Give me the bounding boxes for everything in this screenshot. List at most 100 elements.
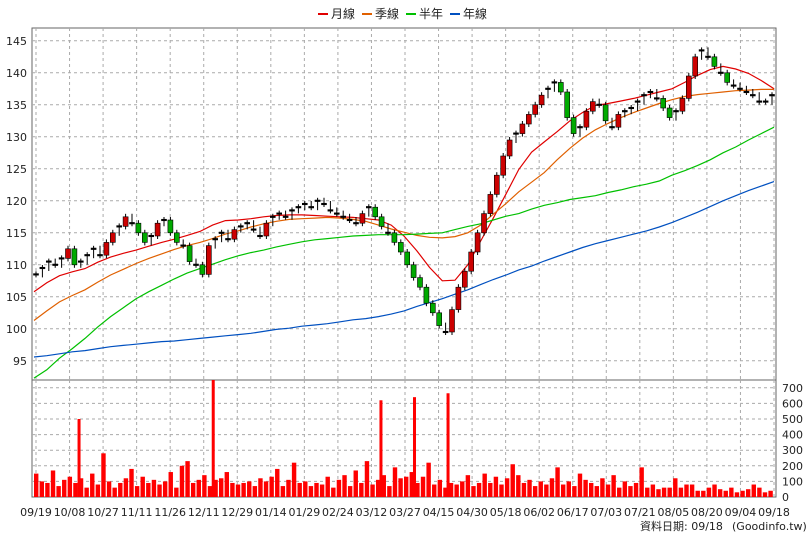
candlestick: [525, 111, 532, 127]
volume-bar: [729, 487, 734, 497]
candle-body: [474, 232, 481, 253]
volume-panel: 0 100 200 300 400 500 600 700: [31, 379, 803, 504]
candlestick: [596, 98, 603, 108]
volume-bar: [549, 478, 555, 497]
x-tick-label: 03/27: [389, 506, 421, 519]
volume-bar: [314, 482, 319, 497]
candlestick: [186, 242, 193, 265]
candle-body: [186, 245, 193, 262]
volume-bar: [673, 478, 678, 497]
candlestick: [493, 172, 500, 198]
candle-body: [372, 206, 379, 218]
volume-bar: [504, 478, 510, 497]
candle-body: [391, 232, 398, 243]
candlestick: [519, 121, 526, 137]
candlestick: [513, 130, 519, 143]
volume-bar: [123, 478, 129, 497]
candle-body: [314, 199, 321, 202]
candle-body: [52, 263, 59, 266]
candlestick: [577, 124, 583, 137]
y-tick-label: 140: [6, 67, 27, 80]
candle-body: [193, 263, 199, 266]
candle-body: [397, 242, 404, 253]
volume-bar: [364, 461, 370, 497]
volume-bar: [768, 490, 773, 497]
legend-label: 季線: [375, 6, 399, 21]
volume-bar: [62, 479, 67, 497]
candle-body: [545, 87, 551, 90]
volume-tick-label: 700: [782, 382, 803, 395]
candle-body: [71, 248, 78, 266]
volume-bar: [577, 473, 583, 497]
candle-body: [538, 94, 545, 106]
volume-bar: [78, 478, 84, 497]
candle-body: [174, 232, 180, 243]
candle-body: [481, 213, 487, 234]
candlestick: [442, 322, 449, 335]
candlestick: [90, 245, 97, 259]
volume-bar: [527, 479, 532, 497]
volume-bar: [723, 490, 728, 497]
candle-body: [615, 114, 622, 128]
y-tick-label: 135: [6, 99, 27, 112]
candle-body: [493, 174, 500, 195]
volume-bar: [745, 489, 751, 497]
legend: 月線 季線 半年 年線: [318, 6, 487, 21]
candle-body: [705, 55, 711, 58]
volume-bar: [151, 479, 157, 497]
candle-body: [692, 56, 699, 77]
candlestick: [551, 79, 558, 92]
candle-body: [468, 251, 475, 272]
candle-body: [737, 87, 743, 90]
candle-body: [154, 222, 161, 237]
volume-bar: [325, 476, 330, 497]
candle-body: [257, 234, 263, 238]
volume-plot-frame: [31, 379, 777, 498]
volume-bar: [112, 487, 117, 497]
candle-body: [78, 260, 84, 263]
candlestick: [589, 98, 596, 115]
candle-body: [39, 266, 46, 270]
candle-body: [206, 245, 212, 275]
volume-bar: [516, 475, 521, 497]
candle-body: [449, 309, 455, 333]
candle-body: [135, 222, 142, 234]
candle-body: [365, 206, 372, 209]
volume-bar: [34, 473, 39, 497]
candlestick: [711, 53, 718, 70]
volume-bar: [757, 487, 762, 497]
legend-label: 月線: [331, 6, 355, 21]
candle-body: [90, 247, 97, 250]
candle-body: [269, 215, 276, 218]
candle-body: [749, 94, 756, 97]
candlestick: [250, 220, 257, 233]
volume-bar: [275, 468, 280, 497]
volume-bar: [168, 472, 173, 497]
candle-body: [609, 126, 615, 129]
volume-bar: [174, 487, 179, 497]
x-tick-label: 09/04: [725, 506, 757, 519]
candlestick: [148, 233, 154, 246]
volume-bar: [538, 481, 543, 497]
volume-bar: [628, 486, 633, 497]
candlestick: [698, 47, 705, 60]
volume-bar: [717, 489, 723, 497]
candle-body: [429, 302, 436, 314]
candle-body: [551, 81, 558, 84]
volume-bar: [605, 484, 611, 497]
candle-body: [500, 155, 507, 176]
volume-tick-label: 100: [782, 475, 803, 488]
volume-bar: [134, 486, 140, 497]
volume-bar: [734, 492, 740, 497]
volume-bar: [379, 400, 383, 497]
legend-item: 半年: [406, 7, 443, 21]
volume-bar: [219, 478, 224, 497]
candlestick: [647, 89, 654, 99]
volume-bar: [413, 397, 416, 497]
y-tick-label: 100: [6, 323, 27, 336]
x-tick-label: 04/30: [456, 506, 488, 519]
candle-body: [321, 202, 327, 206]
candle-body: [238, 225, 244, 228]
candle-body: [634, 100, 641, 103]
